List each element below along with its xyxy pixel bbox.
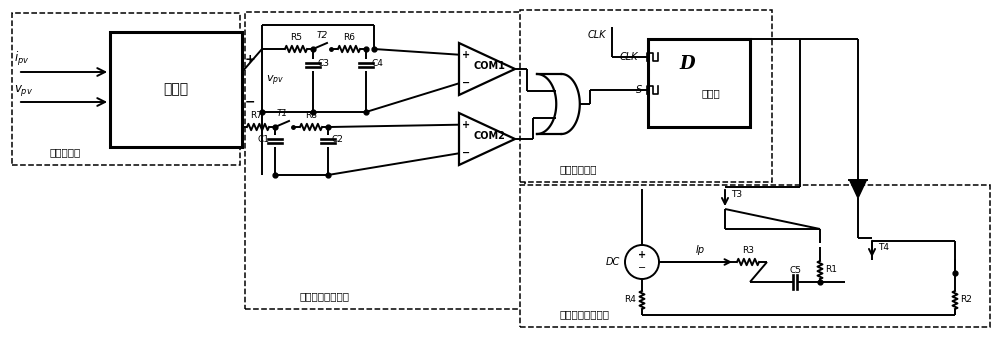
Bar — [648, 39, 750, 127]
Text: −: − — [462, 148, 470, 158]
Text: 逻辑判断电路: 逻辑判断电路 — [560, 164, 598, 174]
Text: $i_{pv}$: $i_{pv}$ — [14, 50, 29, 68]
Text: R4: R4 — [624, 296, 636, 305]
Text: R2: R2 — [960, 296, 972, 305]
Text: DC: DC — [606, 257, 620, 267]
Bar — [245, 12, 525, 309]
Text: +: + — [462, 50, 470, 60]
Text: C2: C2 — [332, 135, 344, 145]
Text: COM1: COM1 — [474, 61, 506, 71]
Text: T1: T1 — [276, 109, 288, 118]
Polygon shape — [850, 180, 866, 198]
Text: Ip: Ip — [695, 245, 705, 255]
Text: T3: T3 — [731, 189, 742, 198]
Text: R7: R7 — [250, 111, 262, 120]
Text: −: − — [638, 263, 646, 273]
Text: S: S — [636, 85, 642, 95]
Text: R1: R1 — [825, 266, 837, 275]
Text: CLK: CLK — [620, 52, 639, 62]
Text: $v_{pv}$: $v_{pv}$ — [14, 83, 33, 98]
Text: C3: C3 — [318, 59, 330, 67]
Text: R8: R8 — [305, 111, 317, 120]
Text: +: + — [462, 120, 470, 130]
Text: D: D — [679, 55, 695, 73]
Text: 乘法器: 乘法器 — [163, 83, 189, 96]
Text: 采样保持比较电路: 采样保持比较电路 — [300, 291, 350, 301]
Text: −: − — [462, 78, 470, 88]
Text: $v_{pv}$: $v_{pv}$ — [266, 73, 284, 88]
Bar — [110, 32, 242, 147]
Bar — [520, 10, 772, 182]
Text: C5: C5 — [789, 266, 801, 275]
Text: R3: R3 — [742, 246, 754, 255]
Text: 乘法器电路: 乘法器电路 — [50, 147, 81, 157]
Text: 锁存器: 锁存器 — [702, 89, 721, 98]
Text: −: − — [245, 95, 255, 109]
Text: T4: T4 — [878, 243, 889, 251]
Text: C4: C4 — [371, 59, 383, 67]
Text: CLK: CLK — [588, 30, 606, 40]
Text: 幅値增减控制电路: 幅値增减控制电路 — [560, 309, 610, 319]
Bar — [12, 13, 240, 165]
Text: +: + — [244, 53, 255, 65]
Text: +: + — [638, 250, 646, 260]
Text: C1: C1 — [257, 135, 269, 145]
Text: COM2: COM2 — [474, 131, 506, 141]
Text: R6: R6 — [343, 33, 355, 42]
Text: R5: R5 — [290, 33, 302, 42]
Bar — [520, 185, 990, 327]
Text: T2: T2 — [316, 31, 328, 40]
